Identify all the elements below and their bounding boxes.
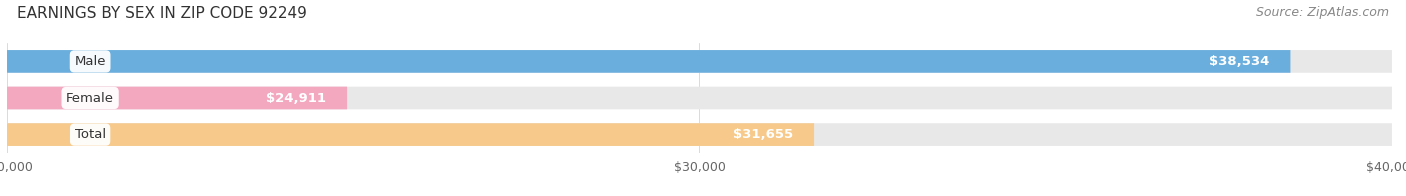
Text: $38,534: $38,534 bbox=[1209, 55, 1270, 68]
FancyBboxPatch shape bbox=[7, 50, 1392, 73]
Text: $24,911: $24,911 bbox=[266, 92, 326, 104]
FancyBboxPatch shape bbox=[7, 87, 1392, 109]
FancyBboxPatch shape bbox=[7, 87, 347, 109]
FancyBboxPatch shape bbox=[7, 50, 1291, 73]
FancyBboxPatch shape bbox=[7, 123, 1392, 146]
Text: EARNINGS BY SEX IN ZIP CODE 92249: EARNINGS BY SEX IN ZIP CODE 92249 bbox=[17, 6, 307, 21]
Text: Total: Total bbox=[75, 128, 105, 141]
FancyBboxPatch shape bbox=[7, 123, 814, 146]
Text: Source: ZipAtlas.com: Source: ZipAtlas.com bbox=[1256, 6, 1389, 19]
Text: Female: Female bbox=[66, 92, 114, 104]
Text: Male: Male bbox=[75, 55, 105, 68]
Text: $31,655: $31,655 bbox=[733, 128, 793, 141]
